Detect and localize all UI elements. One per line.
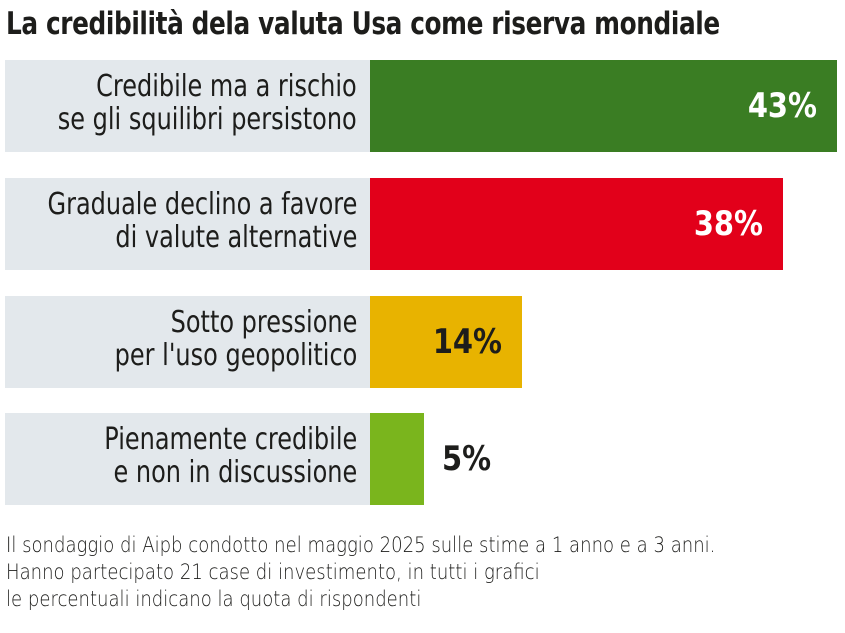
category-label-box: Pienamente credibile e non in discussione	[5, 413, 370, 505]
chart-title: La credibilità dela valuta Usa come rise…	[6, 6, 720, 42]
value-label: 14%	[432, 322, 503, 362]
category-label-line: per l'uso geopolitico	[114, 338, 357, 373]
category-label: Graduale declino a favore di valute alter…	[47, 188, 357, 254]
category-label-line: Credibile ma a rischio	[96, 69, 358, 104]
value-label: 38%	[693, 204, 763, 244]
category-label: Pienamente credibile e non in discussione	[104, 423, 357, 489]
category-label-box: Graduale declino a favore di valute alter…	[5, 178, 370, 270]
category-label-box: Sotto pressione per l'uso geopolitico	[5, 296, 370, 388]
value-label: 43%	[747, 86, 817, 126]
category-label-box: Credibile ma a rischio se gli squilibri p…	[5, 60, 370, 152]
category-label-line: e non in discussione	[113, 455, 358, 490]
bar	[370, 60, 837, 152]
category-label: Credibile ma a rischio se gli squilibri p…	[58, 70, 357, 136]
category-label-line: Graduale declino a favore	[47, 187, 357, 222]
bar	[370, 296, 523, 388]
category-label-line: Sotto pressione	[170, 305, 357, 340]
footnote-line: Hanno partecipato 21 case di investiment…	[6, 560, 540, 584]
footnote-line: le percentuali indicano la quota di risp…	[6, 587, 422, 611]
category-label-line: di valute alternative	[114, 220, 357, 255]
footnote-line: Il sondaggio di Aipb condotto nel maggio…	[6, 533, 716, 557]
category-label: Sotto pressione per l'uso geopolitico	[114, 306, 357, 372]
bar	[370, 413, 425, 505]
value-label: 5%	[442, 439, 492, 479]
category-label-line: Pienamente credibile	[104, 422, 357, 457]
category-label-line: se gli squilibri persistono	[58, 102, 357, 137]
bar	[370, 178, 783, 270]
footnote: Il sondaggio di Aipb condotto nel maggio…	[6, 532, 715, 613]
